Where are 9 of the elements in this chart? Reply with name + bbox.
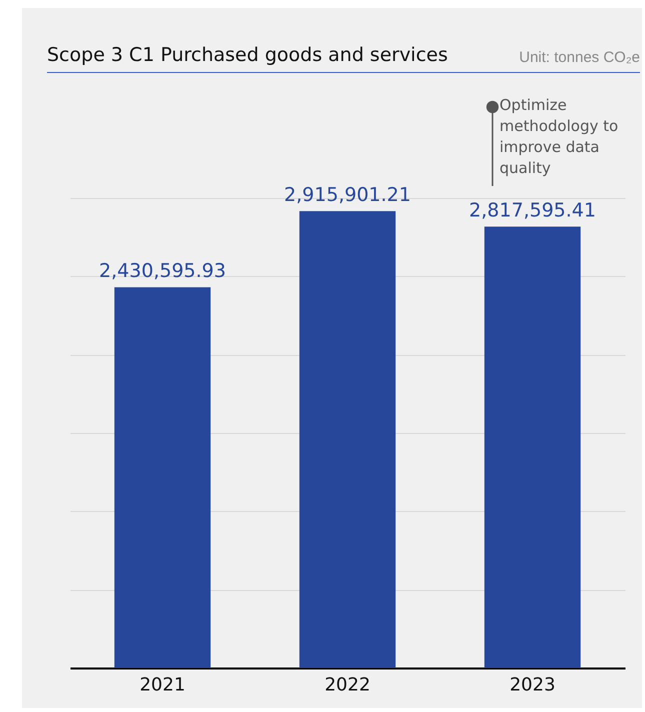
chart-subtitle: Unit: tonnes CO₂e: [519, 49, 640, 66]
x-tick-label: 2023: [510, 674, 556, 696]
data-label: 2,817,595.41: [469, 200, 596, 222]
x-tick-label: 2021: [140, 674, 186, 696]
data-label: 2,430,595.93: [99, 260, 226, 282]
chart-title: Scope 3 C1 Purchased goods and services: [47, 44, 448, 66]
x-tick-label: 2022: [324, 674, 370, 696]
text: Optimize methodology to improve data quality: [500, 96, 618, 177]
data-label: 2,915,901.21: [284, 184, 411, 206]
